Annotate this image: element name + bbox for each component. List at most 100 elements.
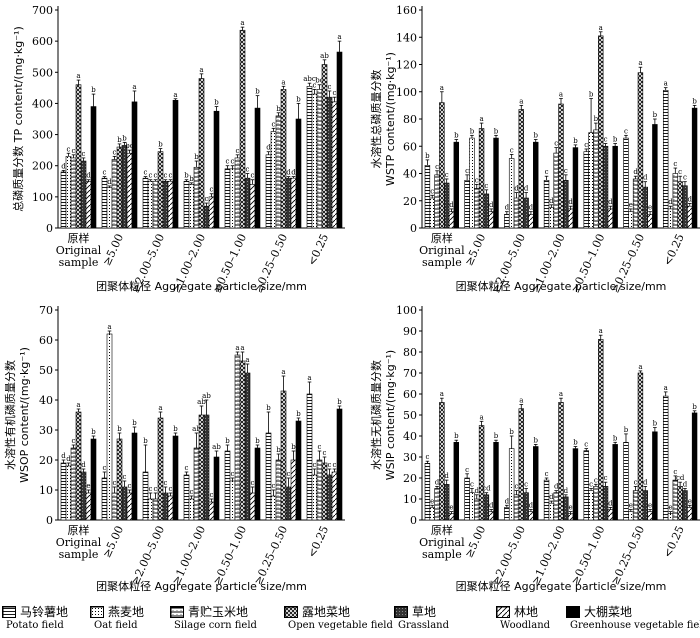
bar	[80, 160, 87, 229]
bar	[632, 178, 639, 229]
bar	[213, 456, 220, 521]
bar	[567, 513, 574, 521]
bar	[198, 78, 205, 229]
significance-label: a	[519, 397, 523, 405]
bar	[588, 490, 594, 521]
significance-label: c	[624, 127, 628, 135]
bar	[464, 477, 470, 521]
y-tick-label: 100	[396, 304, 417, 317]
legend-label-en: Silage corn field	[174, 620, 257, 631]
significance-label: a	[158, 404, 162, 412]
significance-label: c	[149, 485, 153, 493]
bar	[691, 412, 698, 521]
significance-label: a	[440, 390, 444, 398]
bar	[311, 474, 318, 521]
bar	[429, 197, 435, 229]
bar	[682, 490, 688, 521]
bar	[513, 197, 520, 229]
legend-label-cn: 草地	[412, 605, 437, 619]
significance-label: c	[144, 169, 148, 177]
significance-label: a	[307, 374, 311, 382]
significance-label: b	[296, 410, 301, 418]
x-tick-label: <0.25	[305, 524, 331, 560]
bar	[558, 402, 564, 521]
bar	[70, 447, 77, 521]
bar	[244, 177, 251, 229]
bar	[439, 102, 445, 229]
y-tick-label: 0	[410, 222, 417, 235]
bar	[306, 393, 313, 521]
bar	[474, 498, 480, 521]
x-tick-label: sample	[422, 256, 462, 269]
significance-label: c	[169, 485, 173, 493]
y-tick-label: 0	[410, 514, 417, 527]
legend-label-cn: 马铃薯地	[20, 605, 69, 619]
bar	[162, 492, 169, 521]
significance-label: ab	[212, 443, 221, 451]
legend-swatch	[170, 606, 184, 618]
bar	[493, 137, 499, 229]
bar	[85, 492, 92, 521]
bar	[229, 168, 236, 229]
significance-label: a	[664, 384, 668, 392]
significance-label: c	[190, 488, 194, 496]
significance-label: c	[251, 479, 255, 487]
bar	[254, 447, 261, 521]
bar	[647, 214, 653, 229]
bar	[116, 438, 123, 521]
bar	[244, 372, 251, 521]
bar	[691, 107, 698, 229]
bar	[672, 479, 679, 521]
significance-label: b	[613, 434, 618, 442]
y-axis-label: 水溶性无机磷质量分数WSIP content/(mg·kg⁻¹)	[369, 350, 397, 480]
significance-label: b	[266, 404, 271, 412]
significance-label: a	[245, 356, 249, 364]
significance-label: d	[286, 169, 291, 177]
chart-panel-wstp: 0 20 40 60 80 100 120 140 160 水溶性总磷质量分数WSTP conte…	[369, 4, 700, 295]
significance-label: c	[465, 167, 469, 175]
x-tick-label: <0.25	[661, 524, 687, 560]
bar	[628, 511, 634, 521]
legend-swatch	[496, 606, 510, 618]
bar	[553, 492, 559, 521]
bar	[563, 496, 569, 521]
significance-label: d	[489, 201, 494, 209]
bar	[528, 511, 534, 521]
significance-label: c	[465, 466, 469, 474]
legend-label-en: Grassland	[398, 620, 449, 631]
y-tick-label: 50	[403, 409, 417, 422]
bar	[682, 185, 688, 229]
bar	[280, 390, 287, 521]
significance-label: b	[117, 425, 122, 433]
x-tick-label: <0.25	[661, 232, 687, 268]
significance-label: c	[584, 141, 588, 149]
y-tick-label: 60	[403, 140, 417, 153]
legend-swatch	[2, 606, 16, 618]
bar	[336, 408, 343, 521]
significance-label: ab	[202, 392, 211, 400]
bar	[331, 471, 338, 521]
bar	[572, 448, 579, 521]
significance-label: c	[313, 81, 317, 89]
significance-label: c	[510, 146, 514, 154]
bar	[336, 51, 343, 229]
significance-label: c	[287, 470, 291, 478]
bar	[121, 145, 128, 229]
significance-label: c	[103, 464, 107, 472]
x-tick-label: 原样	[68, 523, 90, 537]
bar	[598, 35, 604, 229]
significance-label: a	[599, 327, 603, 335]
significance-label: c	[246, 166, 250, 174]
significance-label: d	[81, 461, 86, 469]
significance-label: b	[470, 127, 475, 135]
bar	[508, 448, 515, 521]
significance-label: d	[66, 455, 71, 463]
significance-label: c	[634, 478, 638, 486]
bar	[493, 441, 499, 521]
bar	[152, 498, 159, 521]
y-tick-label: 10	[403, 493, 417, 506]
significance-label: d	[435, 478, 440, 486]
bar	[647, 511, 653, 521]
significance-label: c	[72, 147, 76, 155]
significance-label: a	[281, 78, 285, 86]
